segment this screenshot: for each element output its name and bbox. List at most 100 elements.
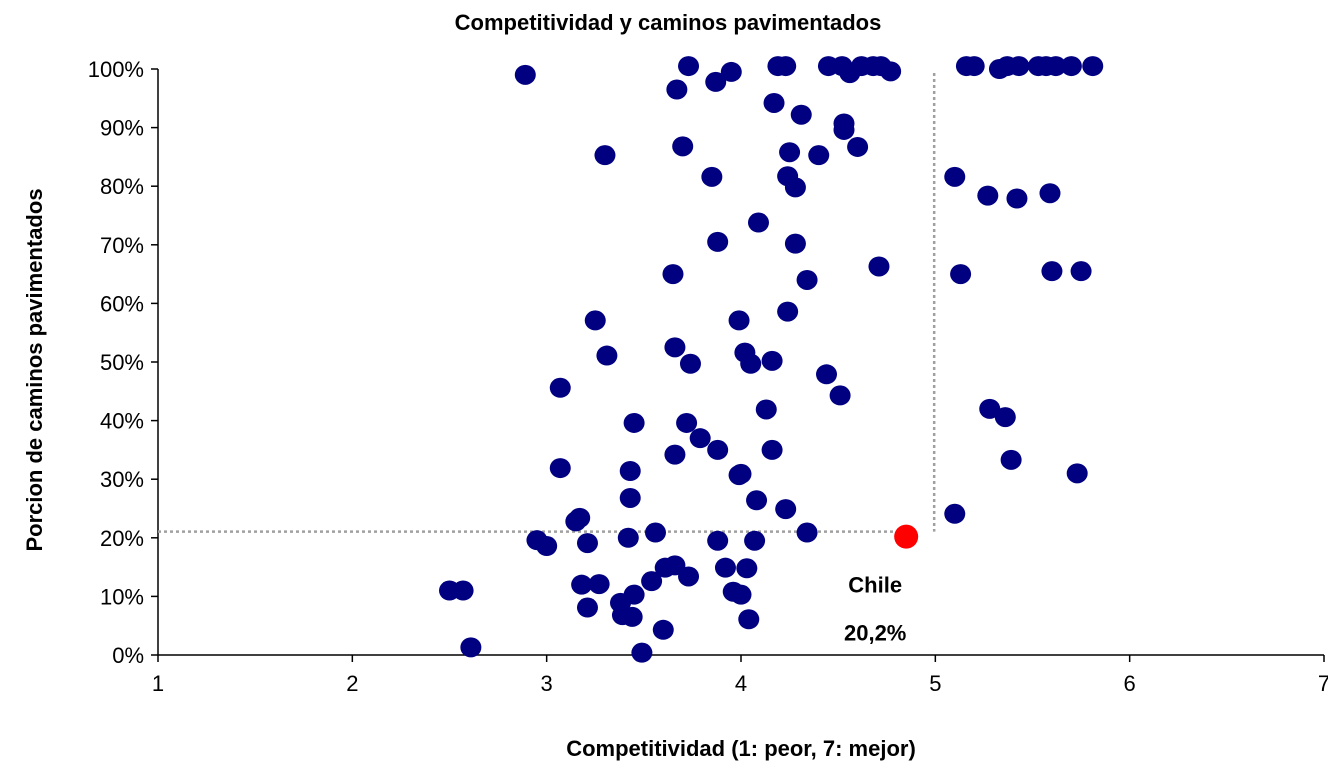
x-tick-label: 6 — [1124, 671, 1136, 696]
data-point — [746, 490, 768, 511]
data-point — [755, 399, 777, 420]
data-point — [740, 353, 762, 374]
data-point — [644, 522, 666, 543]
data-point — [796, 522, 818, 543]
data-point — [460, 637, 482, 658]
y-tick-label: 10% — [100, 584, 144, 609]
data-point — [678, 56, 700, 77]
data-point — [452, 580, 474, 601]
y-tick-label: 30% — [100, 467, 144, 492]
y-tick-label: 40% — [100, 409, 144, 434]
data-point — [664, 337, 686, 358]
data-point — [816, 364, 838, 385]
data-point — [549, 458, 571, 479]
data-point — [619, 487, 641, 508]
data-point — [666, 79, 688, 100]
data-point — [621, 606, 643, 627]
data-point — [779, 142, 801, 163]
data-point — [664, 444, 686, 465]
data-point — [514, 64, 536, 85]
data-point — [617, 527, 639, 548]
data-point — [1060, 56, 1082, 77]
data-point — [676, 412, 698, 433]
data-point — [730, 463, 752, 484]
data-point — [833, 119, 855, 140]
data-point — [944, 503, 966, 524]
data-point — [707, 530, 729, 551]
data-point — [672, 136, 694, 157]
data-point — [705, 71, 727, 92]
data-point — [565, 511, 587, 532]
x-tick-label: 1 — [152, 671, 164, 696]
data-point — [576, 597, 598, 618]
data-point — [714, 557, 736, 578]
chart-title: Competitividad y caminos pavimentados — [455, 10, 882, 35]
data-point — [631, 642, 653, 663]
y-tick-label: 20% — [100, 526, 144, 551]
data-point — [979, 398, 1001, 419]
highlight-value-label: 20,2% — [844, 621, 906, 646]
y-tick-label: 60% — [100, 291, 144, 316]
data-point — [588, 574, 610, 595]
x-tick-label: 2 — [346, 671, 358, 696]
data-point — [963, 56, 985, 77]
data-point — [662, 264, 684, 285]
data-point — [576, 533, 598, 554]
data-point — [641, 571, 663, 592]
y-tick-label: 90% — [100, 116, 144, 141]
data-point — [594, 145, 616, 166]
data-point — [944, 166, 966, 187]
data-point — [549, 377, 571, 398]
x-tick-label: 3 — [541, 671, 553, 696]
data-point — [679, 353, 701, 374]
x-tick-label: 5 — [929, 671, 941, 696]
data-point — [652, 619, 674, 640]
data-point — [868, 256, 890, 277]
data-point — [847, 136, 869, 157]
data-point — [1008, 56, 1030, 77]
x-axis-label: Competitividad (1: peor, 7: mejor) — [566, 736, 916, 761]
x-tick-label: 7 — [1318, 671, 1328, 696]
data-point — [536, 536, 558, 557]
y-tick-label: 100% — [88, 57, 144, 82]
highlight-group: Chile 20,2% — [844, 524, 919, 646]
data-point — [678, 566, 700, 587]
data-point — [728, 310, 750, 331]
data-point — [796, 269, 818, 290]
y-axis-label: Porcion de caminos pavimentados — [22, 188, 47, 551]
data-point — [994, 407, 1016, 428]
data-point — [880, 61, 902, 82]
data-point — [784, 177, 806, 198]
data-point — [707, 231, 729, 252]
data-point — [1082, 56, 1104, 77]
data-point — [775, 56, 797, 77]
data-point — [1070, 261, 1092, 282]
data-point — [623, 584, 645, 605]
data-point — [950, 264, 972, 285]
data-point — [619, 460, 641, 481]
data-point — [736, 558, 758, 579]
highlight-label: Chile — [848, 573, 902, 598]
data-point — [689, 428, 711, 449]
data-point — [1041, 261, 1063, 282]
data-point — [664, 555, 686, 576]
data-point — [1066, 463, 1088, 484]
data-points — [439, 56, 1104, 663]
data-point — [1045, 56, 1067, 77]
data-point — [1000, 449, 1022, 470]
data-point — [775, 499, 797, 520]
data-point — [790, 104, 812, 125]
data-point — [738, 609, 760, 630]
data-point — [761, 350, 783, 371]
data-point — [777, 301, 799, 322]
data-point — [1039, 183, 1061, 204]
data-point — [744, 530, 766, 551]
data-point — [701, 166, 723, 187]
data-point — [761, 439, 783, 460]
data-point — [571, 574, 593, 595]
data-point — [747, 212, 769, 233]
data-point — [784, 233, 806, 254]
y-tick-label: 0% — [112, 643, 144, 668]
data-point — [977, 185, 999, 206]
